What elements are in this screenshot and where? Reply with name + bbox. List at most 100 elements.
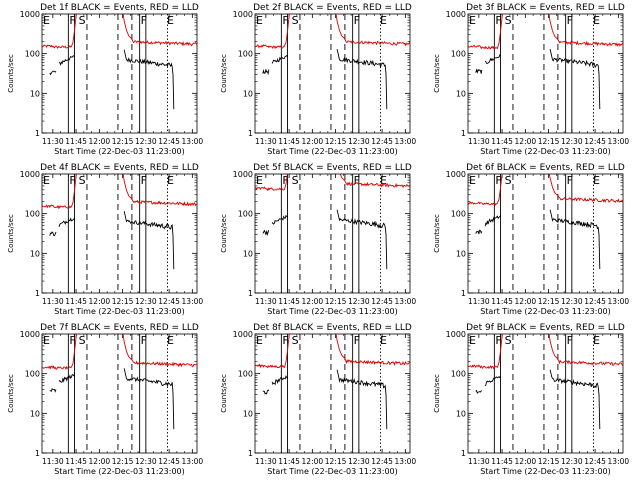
- x-tick-label: 12:15: [112, 457, 134, 466]
- events-series-line: [336, 48, 388, 110]
- x-tick-label: 11:45: [278, 137, 300, 146]
- panel-title: Det 3f BLACK = Events, RED = LLD: [466, 3, 625, 13]
- events-series-line: [271, 54, 288, 64]
- lld-series-line: [122, 334, 197, 368]
- phase-marker: S: [505, 334, 512, 347]
- x-tick-label: 11:30: [42, 137, 64, 146]
- y-tick-label: 1000: [20, 10, 40, 19]
- phase-marker: E: [43, 334, 50, 347]
- phase-marker: S: [292, 174, 299, 187]
- lld-series-line: [468, 334, 503, 370]
- x-axis-label: Start Time (22-Dec-03 11:23:00): [267, 147, 398, 156]
- x-axis-label: Start Time (22-Dec-03 11:23:00): [267, 467, 398, 476]
- x-tick-label: 12:00: [515, 457, 537, 466]
- phase-marker: F: [495, 14, 501, 27]
- x-tick-label: 12:30: [135, 457, 157, 466]
- phase-marker: E: [256, 14, 263, 27]
- x-tick-label: 12:00: [89, 297, 111, 306]
- x-tick-label: 13:00: [395, 297, 417, 306]
- y-tick-label: 100: [451, 50, 466, 59]
- lld-series-line: [255, 14, 290, 50]
- phase-marker: F: [282, 334, 288, 347]
- x-tick-label: 11:30: [468, 137, 490, 146]
- y-tick-label: 1: [461, 449, 466, 458]
- y-tick-label: 100: [451, 370, 466, 379]
- x-tick-label: 12:30: [561, 137, 583, 146]
- phase-marker: E: [593, 334, 600, 347]
- y-tick-label: 1: [461, 289, 466, 298]
- phase-marker: E: [380, 14, 387, 27]
- x-axis-label: Start Time (22-Dec-03 11:23:00): [267, 307, 398, 316]
- plot-frame: [467, 333, 624, 454]
- y-tick-label: 10: [243, 409, 253, 418]
- phase-marker: E: [593, 174, 600, 187]
- x-tick-label: 12:15: [538, 457, 560, 466]
- x-tick-label: 12:30: [561, 297, 583, 306]
- phase-marker: E: [469, 334, 476, 347]
- events-series-line: [49, 388, 57, 393]
- y-tick-label: 1: [248, 449, 253, 458]
- events-series-line: [262, 229, 270, 237]
- x-tick-label: 12:00: [89, 137, 111, 146]
- events-series-line: [271, 375, 288, 386]
- plot-frame: [41, 333, 198, 454]
- x-tick-label: 12:45: [158, 137, 180, 146]
- y-tick-label: 1: [461, 129, 466, 138]
- x-tick-label: 13:00: [608, 297, 630, 306]
- y-tick-label: 1000: [233, 170, 253, 179]
- events-series-line: [49, 231, 57, 237]
- events-series-line: [58, 55, 75, 66]
- lld-series-line: [42, 14, 77, 49]
- x-tick-label: 11:45: [491, 297, 513, 306]
- x-tick-label: 11:30: [42, 457, 64, 466]
- panel-title: Det 4f BLACK = Events, RED = LLD: [40, 163, 199, 173]
- panel-det-7: Det 7f BLACK = Events, RED = LLD Counts/s…: [7, 323, 203, 476]
- y-tick-label: 10: [30, 89, 40, 98]
- lld-series-line: [548, 14, 623, 47]
- events-series-line: [336, 209, 388, 270]
- phase-marker: E: [593, 14, 600, 27]
- x-tick-label: 12:45: [158, 297, 180, 306]
- y-tick-label: 1000: [20, 330, 40, 339]
- y-axis-label: Counts/sec: [433, 214, 441, 253]
- x-tick-label: 11:30: [42, 297, 64, 306]
- x-axis-label: Start Time (22-Dec-03 11:23:00): [54, 307, 185, 316]
- lld-series-line: [122, 14, 197, 47]
- x-axis-label: Start Time (22-Dec-03 11:23:00): [480, 147, 611, 156]
- phase-marker: F: [69, 174, 75, 187]
- lld-series-line: [255, 174, 288, 191]
- phase-marker: F: [354, 334, 360, 347]
- phase-marker: F: [354, 14, 360, 27]
- x-axis-label: Start Time (22-Dec-03 11:23:00): [54, 467, 185, 476]
- panel-title: Det 9f BLACK = Events, RED = LLD: [466, 323, 625, 333]
- panel-det-2: Det 2f BLACK = Events, RED = LLD Counts/s…: [220, 3, 416, 156]
- y-axis-label: Counts/sec: [433, 374, 441, 413]
- panel-det-3: Det 3f BLACK = Events, RED = LLD Counts/s…: [433, 3, 629, 156]
- y-tick-label: 1: [35, 449, 40, 458]
- phase-marker: F: [141, 334, 147, 347]
- x-tick-label: 12:45: [371, 137, 393, 146]
- lld-series-line: [42, 334, 78, 371]
- y-tick-label: 1000: [20, 170, 40, 179]
- plot-frame: [254, 333, 411, 454]
- y-tick-label: 10: [456, 249, 466, 258]
- panel-det-5: Det 5f BLACK = Events, RED = LLD Counts/s…: [220, 163, 417, 316]
- lld-series-line: [122, 174, 197, 207]
- x-tick-label: 12:30: [135, 297, 157, 306]
- panel-title: Det 8f BLACK = Events, RED = LLD: [253, 323, 412, 333]
- panel-title: Det 1f BLACK = Events, RED = LLD: [40, 3, 199, 13]
- y-tick-label: 10: [30, 409, 40, 418]
- y-axis-label: Counts/sec: [7, 374, 15, 413]
- phase-marker: E: [256, 334, 263, 347]
- y-tick-label: 1: [35, 289, 40, 298]
- y-tick-label: 100: [238, 370, 253, 379]
- phase-marker: F: [495, 334, 501, 347]
- events-series-line: [271, 214, 288, 225]
- phase-marker: E: [43, 14, 50, 27]
- plot-frame: [254, 13, 411, 134]
- panel-det-1: Det 1f BLACK = Events, RED = LLD Counts/s…: [7, 3, 203, 156]
- lld-series-line: [468, 174, 503, 207]
- phase-marker: F: [141, 14, 147, 27]
- lld-series-line: [339, 174, 410, 189]
- y-tick-label: 1000: [446, 330, 466, 339]
